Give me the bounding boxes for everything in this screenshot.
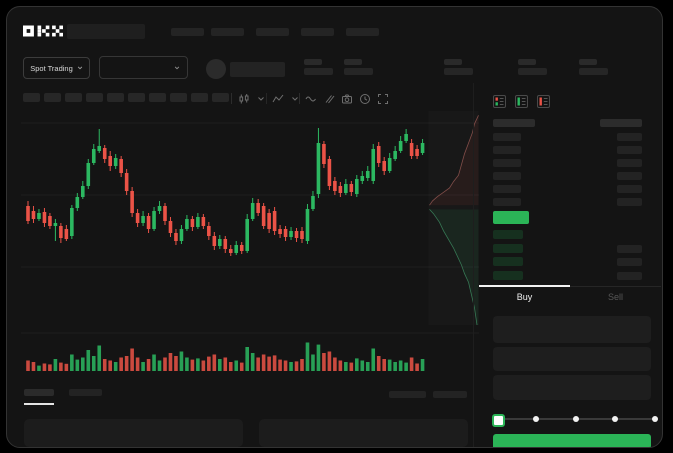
nav-item-placeholder[interactable] [346,28,379,36]
bottom-panel [24,419,243,447]
ask-row-amount [617,198,642,206]
nav-item-placeholder[interactable] [301,28,334,36]
ask-row-amount [617,159,642,167]
price-chart[interactable] [21,109,479,377]
bid-row-amount [617,258,642,266]
stat-value-placeholder [304,68,333,75]
last-price-badge[interactable] [493,211,529,224]
market-selector-label: Spot Trading [30,63,73,73]
tabbar-divider [479,286,661,287]
market-selector-button[interactable]: Spot Trading [23,57,90,79]
nav-item-placeholder[interactable] [256,28,289,36]
ask-row-price[interactable] [493,172,521,180]
stat-label-placeholder [579,59,597,65]
total-input-placeholder[interactable] [493,375,651,400]
stat-label-placeholder [444,59,462,65]
chevron-down-icon[interactable] [255,93,267,105]
slider-stop[interactable] [612,416,618,422]
indicators-icon[interactable] [272,93,284,105]
stat-label-placeholder [344,59,362,65]
bottom-tab-active-underline [24,403,54,405]
bid-row-amount [617,271,642,280]
book-bids-only-icon[interactable] [515,95,528,108]
clock-icon[interactable] [359,93,371,105]
amount-input-placeholder[interactable] [493,347,651,371]
stat-value-placeholder [579,68,608,75]
bottom-panel [259,419,468,447]
pair-title-placeholder [67,24,145,39]
bid-row-price[interactable] [493,257,523,266]
tab-sell[interactable]: Sell [607,292,623,302]
sidebar-divider [473,83,474,447]
slider-stop[interactable] [533,416,539,422]
chevron-down-icon [174,66,180,69]
bid-row-amount [617,244,642,253]
ask-row-price[interactable] [493,198,521,206]
bottom-filter-placeholder[interactable] [433,391,467,398]
fullscreen-icon[interactable] [377,93,389,105]
ask-row-price[interactable] [493,185,521,193]
app-window: Spot Trading [6,6,663,448]
slider-stop[interactable] [652,416,658,422]
okx-logo[interactable] [23,25,63,37]
ask-row-price[interactable] [493,159,521,167]
tab-buy[interactable]: Buy [516,292,533,302]
pair-select-dropdown[interactable] [99,56,188,79]
timeframe-pill[interactable] [65,93,82,102]
tab-buy-indicator [479,285,570,287]
ask-row-amount [617,146,642,154]
timeframe-pill[interactable] [212,93,229,102]
book-asks-only-icon[interactable] [537,95,550,108]
camera-icon[interactable] [341,93,353,105]
ask-row-amount [617,185,642,193]
stat-value-placeholder [444,68,473,75]
bottom-filter-placeholder[interactable] [389,391,426,398]
chevron-down-icon [77,66,82,70]
draw-tools-icon[interactable] [323,93,335,105]
ask-row-price[interactable] [493,133,521,141]
pair-name-placeholder [230,62,285,77]
stat-label-placeholder [518,59,536,65]
orderbook-header-amount [600,119,642,127]
stat-value-placeholder [518,68,547,75]
stat-value-placeholder [344,68,373,75]
coin-avatar [206,59,226,79]
stat-label-placeholder [304,59,322,65]
chevron-down-icon[interactable] [289,93,301,105]
slider-handle[interactable] [492,414,505,427]
slider-stop[interactable] [573,416,579,422]
order-panel: Buy Sell [479,83,661,447]
candle-type-icon[interactable] [238,93,250,105]
bid-row-price[interactable] [493,270,523,280]
bottom-tab-active-placeholder[interactable] [24,389,54,396]
bottom-tab-placeholder[interactable] [69,389,102,396]
timeframe-pill[interactable] [23,93,40,102]
timeframe-pill[interactable] [191,93,208,102]
wave-overlay-icon[interactable] [305,93,317,105]
nav-item-placeholder[interactable] [171,28,204,36]
orderbook-header-price [493,119,535,127]
timeframe-pill[interactable] [86,93,103,102]
ask-row-amount [617,133,642,141]
nav-item-placeholder[interactable] [211,28,244,36]
price-input-placeholder[interactable] [493,316,651,343]
buy-submit-button[interactable] [493,434,651,447]
ask-row-price[interactable] [493,146,521,154]
timeframe-pill[interactable] [149,93,166,102]
timeframe-pill[interactable] [44,93,61,102]
ask-row-amount [617,172,642,180]
bid-row-price[interactable] [493,243,523,253]
book-combined-icon[interactable] [493,95,506,108]
timeframe-pill[interactable] [107,93,124,102]
timeframe-pill[interactable] [170,93,187,102]
timeframe-pill[interactable] [128,93,145,102]
bid-row-price[interactable] [493,230,523,239]
